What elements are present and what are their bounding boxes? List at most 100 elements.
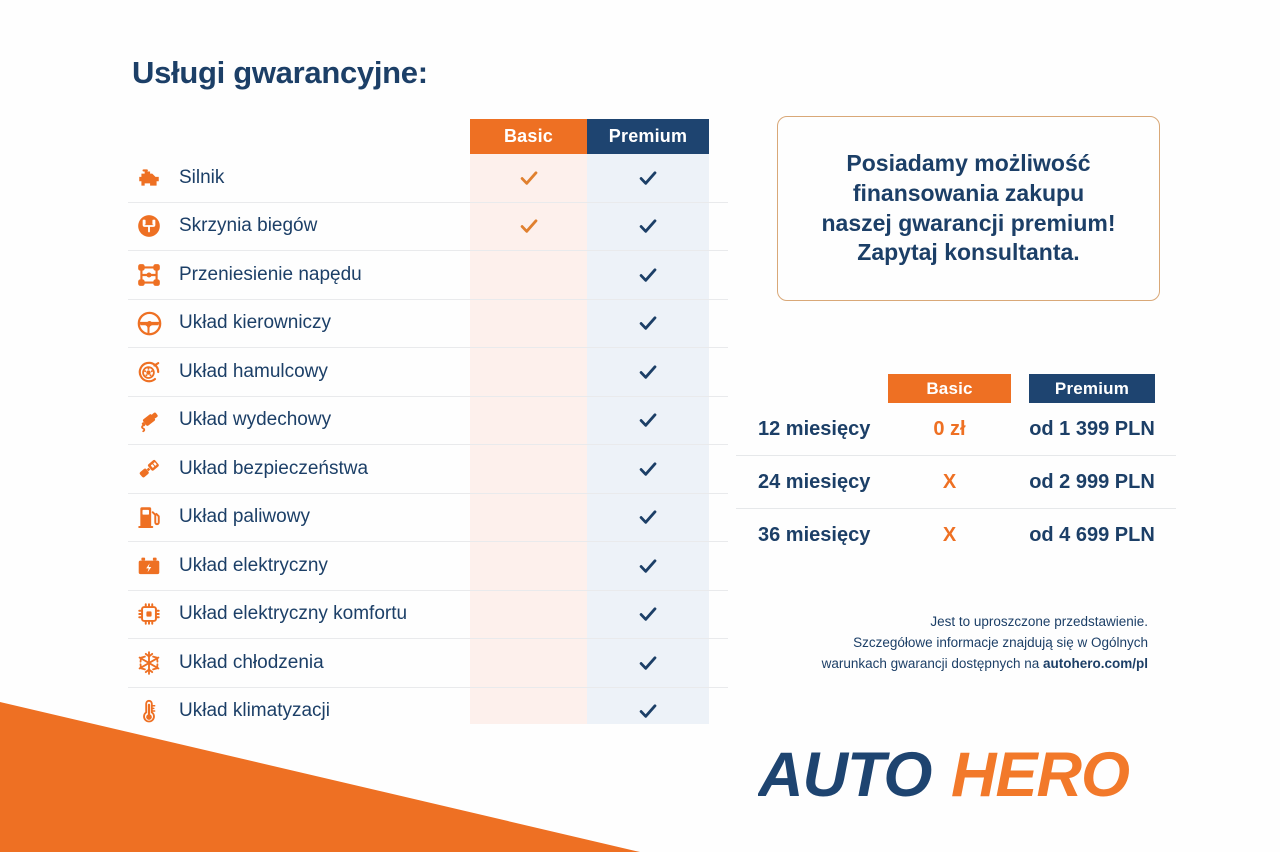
premium-check-icon (587, 203, 709, 251)
premium-check-icon (587, 154, 709, 202)
features-table-body: Silnik Skrzynia biegów Przeniesienie nap… (128, 154, 728, 735)
financing-promo-text: Posiadamy możliwość finansowania zakupu … (810, 149, 1128, 269)
page-title: Usługi gwarancyjne: (132, 55, 428, 90)
promo-line-3: naszej gwarancji premium! (821, 209, 1116, 236)
column-header-premium: Premium (587, 119, 709, 154)
premium-check-icon (587, 251, 709, 299)
pricing-basic-value: 0 zł (933, 418, 966, 440)
basic-column-background (470, 119, 587, 724)
feature-label: Układ elektryczny komfortu (179, 603, 408, 625)
pricing-term: 24 miesięcy (758, 471, 871, 493)
basic-empty-cell (470, 445, 587, 493)
premium-check-icon (587, 591, 709, 639)
premium-check-icon (587, 445, 709, 493)
feature-row: Układ chłodzenia (128, 639, 728, 688)
financing-promo-box: Posiadamy możliwość finansowania zakupu … (777, 116, 1160, 301)
feature-row: Układ klimatyzacji (128, 688, 728, 736)
pricing-term: 12 miesięcy (758, 418, 871, 440)
feature-row: Układ paliwowy (128, 494, 728, 542)
premium-check-icon (587, 397, 709, 445)
autohero-website-link[interactable]: autohero.com/pl (1042, 655, 1148, 671)
feature-row: Układ wydechowy (128, 397, 728, 445)
thermometer-icon (134, 696, 164, 726)
pricing-premium-value: od 1 399 PLN (1029, 418, 1155, 440)
feature-row: Przeniesienie napędu (128, 251, 728, 300)
column-header-basic: Basic (470, 119, 587, 154)
fineprint-line-3-prefix: warunkach gwarancji dostępnych na (821, 655, 1043, 671)
fineprint-line-2: Szczegółowe informacje znajdują się w Og… (853, 634, 1148, 650)
feature-label: Skrzynia biegów (179, 215, 318, 237)
autohero-logo: AUTO HERO (758, 742, 1178, 812)
feature-row: Układ kierowniczy (128, 300, 728, 348)
logo-text-hero: HERO (951, 742, 1129, 810)
promo-line-1: Posiadamy możliwość (846, 149, 1091, 176)
pricing-table-header: Basic Premium (736, 374, 1176, 403)
feature-label: Układ kierowniczy (179, 312, 332, 334)
pricing-basic-value: X (942, 524, 957, 546)
feature-label: Układ paliwowy (179, 506, 310, 528)
basic-empty-cell (470, 542, 587, 590)
feature-row: Układ hamulcowy (128, 348, 728, 397)
fuel-pump-icon (134, 502, 164, 532)
brake-disc-icon (134, 357, 164, 387)
features-table: Basic Premium Silnik Skrzynia biegów Prz… (128, 119, 728, 735)
feature-label: Układ klimatyzacji (179, 700, 330, 722)
feature-label: Układ elektryczny (179, 554, 328, 576)
promo-line-2: finansowania zakupu (852, 179, 1085, 206)
premium-check-icon (587, 300, 709, 348)
feature-label: Silnik (179, 166, 225, 188)
basic-check-icon (470, 154, 587, 202)
pricing-table: Basic Premium 12 miesięcy 0 zł od 1 399 PL… (736, 374, 1176, 561)
battery-icon (134, 551, 164, 581)
basic-empty-cell (470, 494, 587, 542)
feature-label: Układ wydechowy (179, 409, 332, 431)
pricing-premium-value: od 2 999 PLN (1029, 471, 1155, 493)
feature-label: Układ hamulcowy (179, 360, 328, 382)
steering-wheel-icon (134, 308, 164, 338)
basic-empty-cell (470, 397, 587, 445)
feature-row: Układ elektryczny (128, 542, 728, 591)
drivetrain-icon (134, 260, 164, 290)
pricing-basic-value: X (942, 471, 957, 493)
basic-empty-cell (470, 688, 587, 736)
premium-check-icon (587, 348, 709, 396)
fineprint-line-1: Jest to uproszczone przedstawienie. (930, 614, 1148, 629)
basic-empty-cell (470, 348, 587, 396)
pricing-premium-value: od 4 699 PLN (1029, 524, 1155, 546)
pricing-term: 36 miesięcy (758, 524, 871, 546)
seatbelt-icon (134, 454, 164, 484)
feature-row: Układ bezpieczeństwa (128, 445, 728, 494)
snowflake-icon (134, 648, 164, 678)
basic-empty-cell (470, 251, 587, 299)
basic-empty-cell (470, 300, 587, 348)
premium-check-icon (587, 542, 709, 590)
right-column: Posiadamy możliwość finansowania zakupu … (736, 0, 1280, 852)
engine-icon (134, 163, 164, 193)
feature-row: Układ elektryczny komfortu (128, 591, 728, 639)
exhaust-icon (134, 405, 164, 435)
warranty-features-panel: Usługi gwarancyjne: Basic Premium Silnik… (128, 55, 728, 735)
premium-check-icon (587, 494, 709, 542)
basic-empty-cell (470, 591, 587, 639)
premium-check-icon (587, 688, 709, 736)
basic-empty-cell (470, 639, 587, 687)
basic-check-icon (470, 203, 587, 251)
chip-icon (134, 599, 164, 629)
pricing-header-premium: Premium (1029, 374, 1155, 403)
pricing-header-basic: Basic (888, 374, 1011, 403)
feature-label: Układ chłodzenia (179, 651, 324, 673)
premium-check-icon (587, 639, 709, 687)
logo-text-auto: AUTO (758, 742, 931, 810)
feature-label: Układ bezpieczeństwa (179, 457, 369, 479)
feature-row: Skrzynia biegów (128, 203, 728, 251)
pricing-row: 12 miesięcy 0 zł od 1 399 PLN (736, 403, 1176, 455)
feature-label: Przeniesienie napędu (179, 263, 362, 285)
gearbox-icon (134, 211, 164, 241)
promo-line-4: Zapytaj konsultanta. (857, 239, 1080, 266)
fineprint-disclaimer: Jest to uproszczone przedstawienie. Szcz… (736, 612, 1148, 675)
features-table-header: Basic Premium (128, 119, 728, 154)
